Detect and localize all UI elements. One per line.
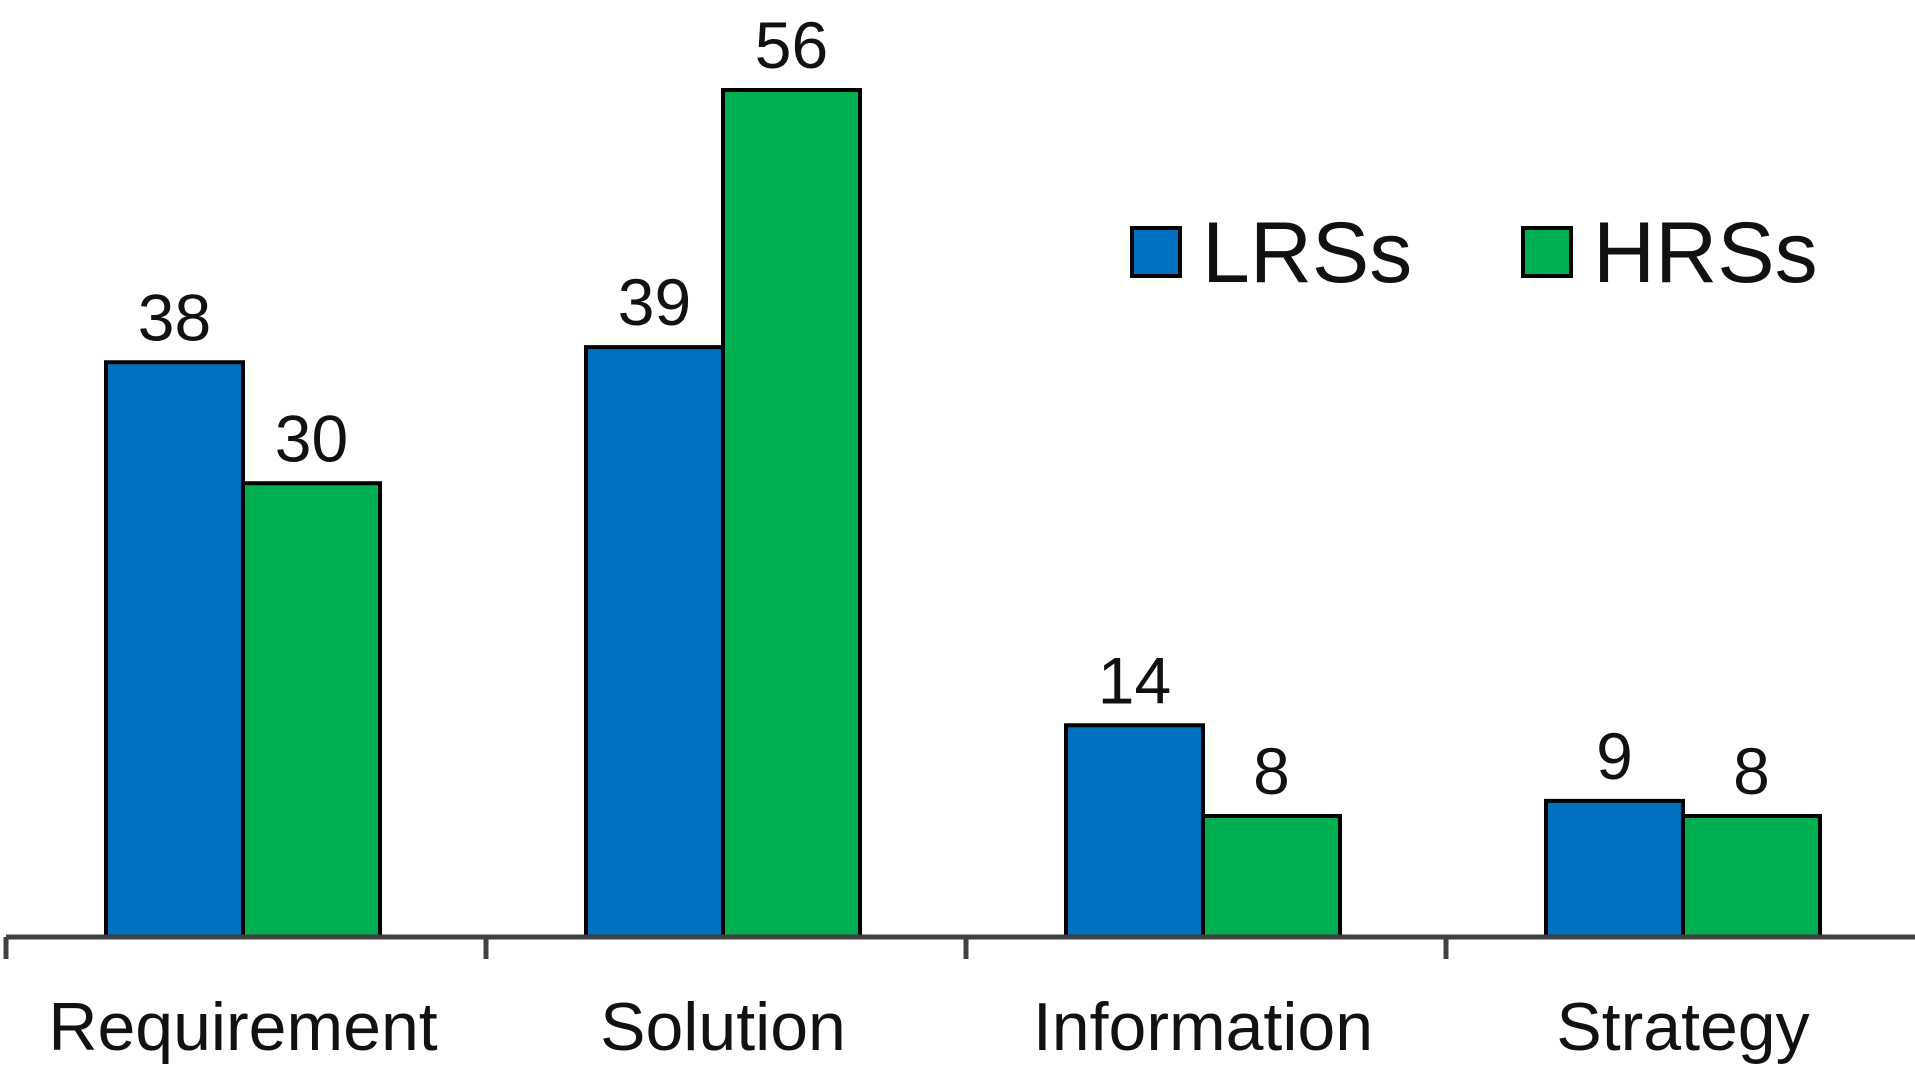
bars-layer xyxy=(104,88,1822,939)
data-label-hrss-requirement: 30 xyxy=(275,401,348,475)
data-label-hrss-strategy: 8 xyxy=(1733,734,1770,808)
data-label-lrss-information: 14 xyxy=(1098,643,1171,717)
bar-lrss-strategy xyxy=(1544,798,1685,939)
data-label-lrss-solution: 39 xyxy=(618,265,691,339)
bar-hrss-solution xyxy=(721,88,862,939)
category-label-information: Information xyxy=(1033,989,1373,1065)
bar-lrss-information xyxy=(1064,723,1205,939)
category-label-requirement: Requirement xyxy=(48,989,437,1065)
legend-swatch-hrss xyxy=(1521,226,1573,278)
data-labels-layer: 38 30 39 56 14 8 9 8 xyxy=(138,8,1770,808)
bar-hrss-requirement xyxy=(241,481,382,939)
bar-hrss-information xyxy=(1201,814,1342,939)
data-label-lrss-strategy: 9 xyxy=(1596,719,1633,793)
legend-label-hrss: HRSs xyxy=(1593,205,1818,301)
data-label-hrss-solution: 56 xyxy=(755,8,828,82)
legend: LRSs HRSs xyxy=(1130,205,1818,301)
category-label-strategy: Strategy xyxy=(1556,989,1809,1065)
bar-lrss-requirement xyxy=(104,360,245,939)
bar-lrss-solution xyxy=(584,345,725,939)
legend-label-lrss: LRSs xyxy=(1202,205,1412,301)
category-labels-layer: Requirement Solution Information Strategy xyxy=(48,989,1809,1065)
bar-hrss-strategy xyxy=(1681,814,1822,939)
data-label-hrss-information: 8 xyxy=(1253,734,1290,808)
x-axis xyxy=(3,934,1915,959)
data-label-lrss-requirement: 38 xyxy=(138,280,211,354)
category-label-solution: Solution xyxy=(600,989,846,1065)
legend-swatch-lrss xyxy=(1130,226,1182,278)
